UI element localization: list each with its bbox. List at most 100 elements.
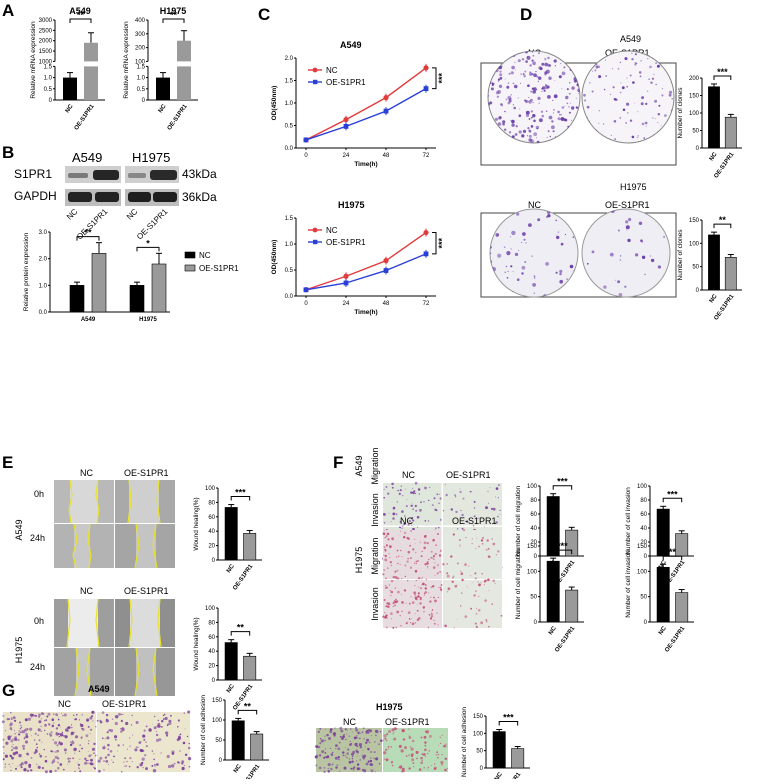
cell-dot <box>412 488 414 490</box>
cell-dot <box>644 121 648 125</box>
cell-dot <box>427 752 429 755</box>
c-title-a549: A549 <box>340 40 362 50</box>
x-tick-label: OE-S1PR1 <box>239 763 261 779</box>
cell-dot <box>425 578 428 581</box>
cell-dot <box>87 759 89 762</box>
cell-dot <box>417 577 421 580</box>
cell-dot <box>571 119 573 121</box>
cell-dot <box>474 577 477 580</box>
cell-dot <box>356 767 360 771</box>
cell-dot <box>619 255 622 257</box>
cell-dot <box>155 730 157 732</box>
cell-dot <box>516 212 520 216</box>
cell-dot <box>168 722 172 725</box>
cell-dot <box>317 730 320 734</box>
significance-bracket <box>713 223 732 229</box>
x-tick-label: OE-S1PR1 <box>74 103 96 131</box>
cell-dot <box>181 762 184 765</box>
cell-dot <box>536 127 539 130</box>
y-tick-label: 0 <box>142 98 146 104</box>
cell-dot <box>544 57 547 60</box>
cell-dot <box>407 611 411 614</box>
cell-dot <box>514 142 516 143</box>
cell-dot <box>575 56 580 61</box>
cell-dot <box>544 59 546 61</box>
cell-dot <box>67 763 68 765</box>
cell-dot <box>668 90 673 94</box>
cell-dot <box>58 736 60 738</box>
cell-dot <box>14 733 16 735</box>
cell-dot <box>491 83 494 86</box>
cell-dot <box>475 625 478 629</box>
cell-dot <box>51 724 55 728</box>
y-tick-label: 50 <box>692 129 699 135</box>
cell-dot <box>502 53 507 58</box>
cell-dot <box>654 295 656 297</box>
cell-dot <box>179 734 181 736</box>
cell-dot <box>591 90 594 93</box>
cell-dot <box>559 52 562 55</box>
cell-dot <box>663 235 666 238</box>
cell-dot <box>417 526 419 528</box>
cell-dot <box>105 713 109 717</box>
cell-dot <box>34 732 37 735</box>
cell-dot <box>617 280 621 284</box>
cell-dot <box>502 122 505 126</box>
bar-oe-s1pr1 <box>250 733 264 761</box>
cell-dot <box>56 749 60 753</box>
cell-dot <box>356 750 359 753</box>
cell-dot <box>428 734 432 738</box>
cell-dot <box>653 51 657 54</box>
y-tick-label: 0.0 <box>285 294 294 300</box>
cell-dot <box>351 758 354 760</box>
cell-dot <box>168 719 172 723</box>
significance-stars: *** <box>235 488 246 498</box>
cell-dot <box>434 763 436 765</box>
cell-dot <box>544 63 546 65</box>
cell-dot <box>74 752 76 754</box>
significance-bracket <box>69 18 92 23</box>
cell-dot <box>586 116 588 118</box>
cell-dot <box>617 229 620 232</box>
y-axis-label: OD(450nm) <box>271 86 278 121</box>
cell-dot <box>335 766 338 769</box>
cell-dot <box>493 209 496 210</box>
y-tick-label: 0 <box>212 558 216 564</box>
panel-letter-c: C <box>258 5 270 24</box>
significance-stars: ** <box>669 547 677 557</box>
cell-dot <box>40 730 42 732</box>
cell-dot <box>17 733 21 736</box>
data-point <box>383 108 389 114</box>
cell-dot <box>507 136 510 139</box>
f-row-mig-1: Migration <box>370 447 380 484</box>
cell-dot <box>437 533 439 535</box>
significance-stars: ** <box>244 701 252 711</box>
cell-dot <box>444 624 447 628</box>
y-tick-label: 40 <box>208 529 215 535</box>
significance-stars: ** <box>84 228 92 238</box>
cell-dot <box>421 578 423 580</box>
c-title-h1975: H1975 <box>338 200 365 210</box>
data-point <box>423 65 429 71</box>
cell-dot <box>177 761 180 764</box>
cell-dot <box>124 765 126 767</box>
cell-dot <box>318 746 321 749</box>
cell-dot <box>37 734 40 737</box>
y-axis-label: Wound healing(%) <box>193 497 200 550</box>
x-axis-label: Time(h) <box>354 161 377 168</box>
cell-dot <box>438 554 442 557</box>
cell-dot <box>554 80 556 81</box>
cell-dot <box>387 729 392 734</box>
y-axis-label: Number of clones <box>677 87 684 139</box>
cell-dot <box>378 762 381 765</box>
cell-dot <box>639 75 642 78</box>
cell-dot <box>416 515 420 519</box>
cell-dot <box>523 238 526 241</box>
bar-h1975-nc <box>129 285 145 313</box>
cell-dot <box>668 93 672 97</box>
cell-dot <box>513 84 518 89</box>
cell-dot <box>423 735 427 739</box>
